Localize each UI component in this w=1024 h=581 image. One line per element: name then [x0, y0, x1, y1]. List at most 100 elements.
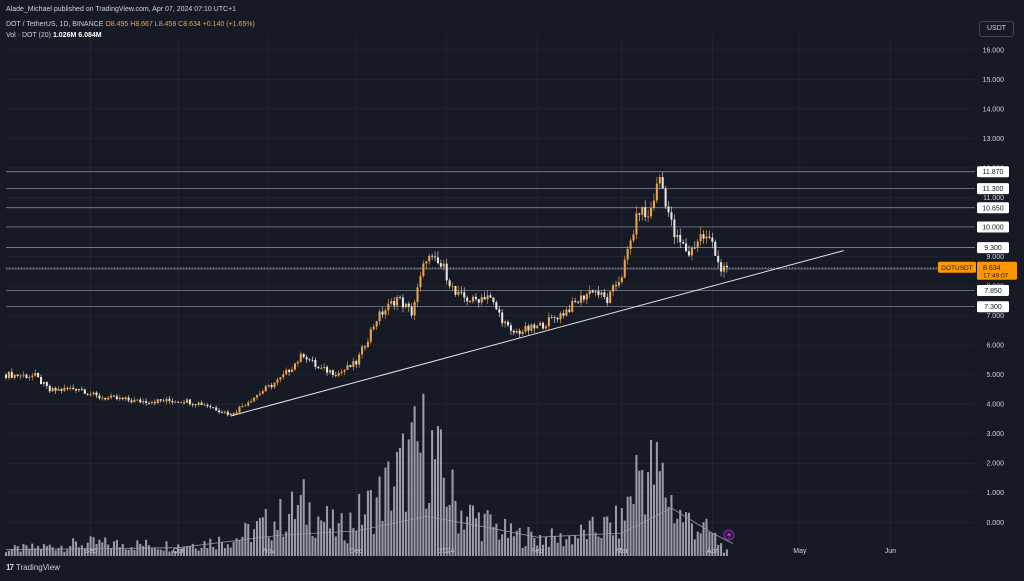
candle-body [337, 373, 340, 376]
footer-brand[interactable]: 17 TradingView [6, 563, 60, 572]
candle-body [89, 394, 92, 396]
volume-bar [401, 433, 404, 556]
volume-bar [194, 548, 197, 556]
volume-bar [299, 494, 302, 556]
candle-body [638, 213, 641, 215]
candle-body [594, 291, 597, 293]
volume-bar [276, 530, 279, 556]
volume-bar [241, 536, 244, 556]
volume-bar [629, 496, 632, 556]
level-price-label: 7.300 [984, 304, 1002, 311]
symbol-legend[interactable]: DOT / TetherUS, 1D, BINANCE O8.495 H8.66… [6, 21, 255, 28]
candle-body [553, 317, 556, 318]
candle-body [28, 376, 31, 378]
volume-bar [398, 447, 402, 556]
candle-body [343, 369, 346, 372]
ohlc-low: L8.458 [154, 21, 177, 28]
y-tick-label: 2.000 [986, 461, 1004, 468]
volume-bar [121, 544, 124, 556]
candle-body [86, 393, 89, 395]
volume-bar [270, 540, 273, 556]
candle-body [404, 303, 407, 308]
candle-body [95, 392, 98, 396]
volume-bar [387, 461, 390, 556]
candle-body [559, 313, 562, 320]
volume-bar [150, 548, 153, 556]
volume-bar [86, 542, 89, 556]
volume-bar [620, 508, 623, 556]
volume-bar [258, 518, 261, 556]
volume-bar [673, 523, 676, 556]
volume-bar [571, 544, 574, 556]
candle-body [597, 291, 600, 296]
volume-bar [235, 538, 238, 556]
candle-body [232, 413, 235, 415]
volume-bar [183, 546, 186, 556]
countdown-label: 17:49:07 [983, 272, 1009, 279]
candle-body [533, 324, 536, 329]
volume-bar [54, 550, 57, 556]
volume-bar [431, 430, 434, 556]
candle-body [19, 375, 22, 377]
y-tick-label: 15.000 [983, 77, 1005, 84]
candle-body [110, 395, 113, 398]
candle-body [658, 177, 661, 184]
volume-bar [428, 502, 431, 556]
volume-bar [556, 542, 559, 556]
volume-bar [89, 536, 92, 556]
candle-body [390, 301, 393, 304]
volume-bar [115, 539, 118, 556]
candle-body [51, 388, 54, 392]
volume-bar [328, 528, 331, 556]
candle-body [690, 247, 693, 256]
volume-legend[interactable]: Vol · DOT (20) 1.026M 6.084M [6, 32, 102, 39]
level-price-tag [977, 202, 1009, 214]
y-tick-label: 13.000 [983, 136, 1005, 143]
candle-body [717, 255, 720, 263]
candle-body [664, 188, 667, 207]
candle-body [504, 321, 507, 324]
candle-body [413, 301, 416, 316]
candle-body [460, 291, 463, 293]
volume-bar [80, 545, 83, 556]
candle-body [655, 183, 658, 201]
candle-body [410, 306, 413, 316]
volume-bar [585, 539, 588, 556]
volume-bar [708, 532, 711, 556]
volume-bar [363, 514, 367, 556]
currency-button[interactable]: USDT [979, 21, 1014, 37]
volume-bar [685, 512, 688, 556]
y-tick-label: 0.000 [986, 520, 1004, 527]
candle-body [133, 399, 136, 403]
volume-bar [550, 528, 553, 556]
ohlc-close: C8.634 [178, 21, 201, 28]
volume-bar [579, 524, 583, 556]
volume-bar [489, 514, 492, 556]
volume-bar [273, 521, 276, 556]
candle-body [334, 374, 337, 376]
candle-body [16, 374, 19, 377]
volume-bar [705, 518, 708, 556]
candle-body [612, 285, 615, 292]
volume-bar [591, 516, 594, 556]
level-price-label: 10.650 [982, 205, 1004, 212]
volume-bar [504, 518, 507, 556]
candle-body [273, 382, 276, 388]
candle-body [69, 387, 72, 389]
volume-bar [83, 548, 86, 556]
volume-bar [652, 484, 655, 556]
candle-body [258, 393, 261, 395]
volume-ma-line [5, 507, 733, 551]
candle-body [398, 297, 402, 298]
volume-bar [180, 548, 183, 556]
volume-bar [661, 462, 664, 556]
candle-body [253, 397, 256, 402]
volume-bar [142, 546, 145, 556]
volume-bar [699, 533, 702, 556]
candle-body [463, 292, 466, 298]
candle-body [401, 297, 404, 308]
candle-body [229, 413, 232, 416]
candle-body [185, 399, 188, 403]
volume-bar [247, 524, 250, 556]
